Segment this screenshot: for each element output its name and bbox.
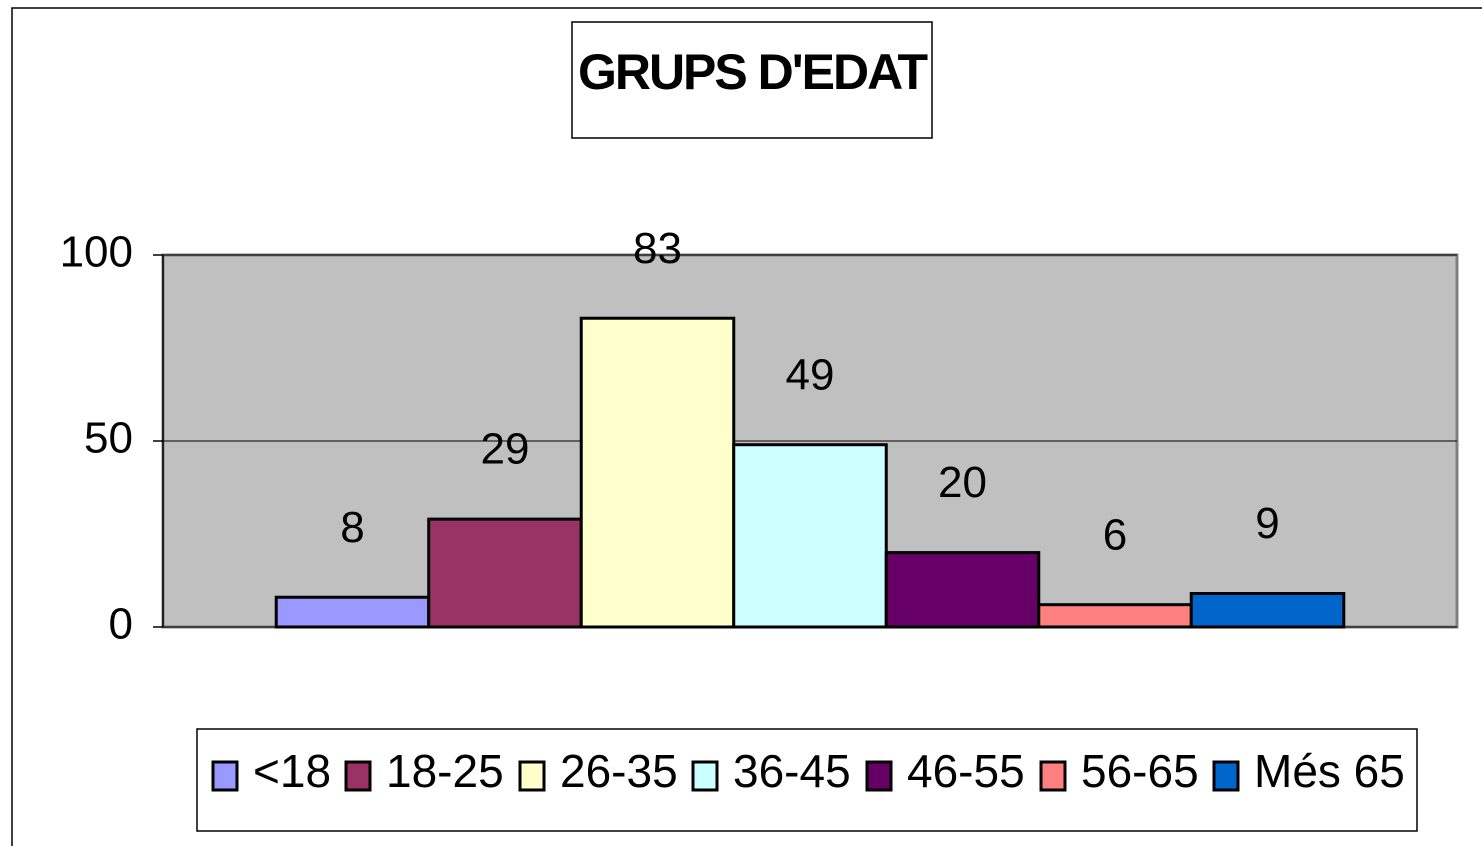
- data-label: 6: [1103, 510, 1127, 559]
- legend-swatch: [518, 760, 546, 792]
- legend-label: Més 65: [1254, 745, 1405, 797]
- y-tick-label: 100: [60, 228, 133, 277]
- bar: [1189, 592, 1346, 629]
- y-tick-label: 50: [84, 414, 133, 463]
- legend-label: 26-35: [560, 745, 678, 797]
- data-label: 83: [633, 224, 682, 273]
- data-label: 9: [1255, 499, 1279, 548]
- legend-swatch: [691, 760, 719, 792]
- legend-swatch: [865, 760, 893, 792]
- data-label: 8: [340, 503, 364, 552]
- y-tick-label: 0: [109, 600, 133, 649]
- bar: [884, 551, 1041, 629]
- legend-swatch: [1039, 760, 1067, 792]
- bar: [427, 517, 583, 629]
- legend-label: <18: [253, 745, 331, 797]
- legend-label: 46-55: [907, 745, 1025, 797]
- legend-swatch: [211, 760, 239, 792]
- legend-swatch: [1212, 760, 1240, 792]
- bar: [579, 316, 736, 629]
- title-box: [571, 21, 933, 139]
- data-label: 29: [481, 425, 530, 474]
- data-label: 49: [786, 350, 835, 399]
- bar: [732, 443, 888, 629]
- chart-title: GRUPS D'EDAT: [578, 44, 928, 100]
- legend-label: 18-25: [386, 745, 504, 797]
- bar: [1037, 603, 1193, 629]
- legend-label: 36-45: [733, 745, 851, 797]
- legend-label: 56-65: [1081, 745, 1199, 797]
- data-label: 20: [938, 458, 987, 507]
- bar: [274, 595, 431, 629]
- legend-swatch: [344, 760, 372, 792]
